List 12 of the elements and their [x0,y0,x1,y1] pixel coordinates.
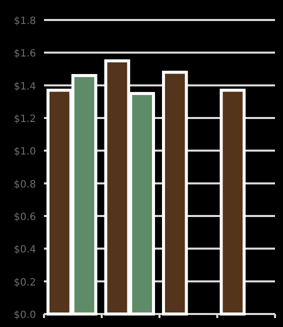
y-tick-label: $0.0 [14,310,36,321]
y-tick-label: $1.0 [14,146,36,158]
bar [220,88,246,316]
y-tick-label: $1.2 [14,114,36,125]
y-tick-label: $0.4 [14,244,36,256]
y-tick-label: $1.4 [14,81,36,92]
y-tick-label: $0.6 [14,212,36,223]
y-tick-label: $1.8 [14,16,36,27]
y-tick-label: $0.2 [14,277,36,288]
y-tick-label: $0.8 [14,179,36,190]
y-tick-label: $1.6 [14,48,36,60]
bar [162,70,188,316]
